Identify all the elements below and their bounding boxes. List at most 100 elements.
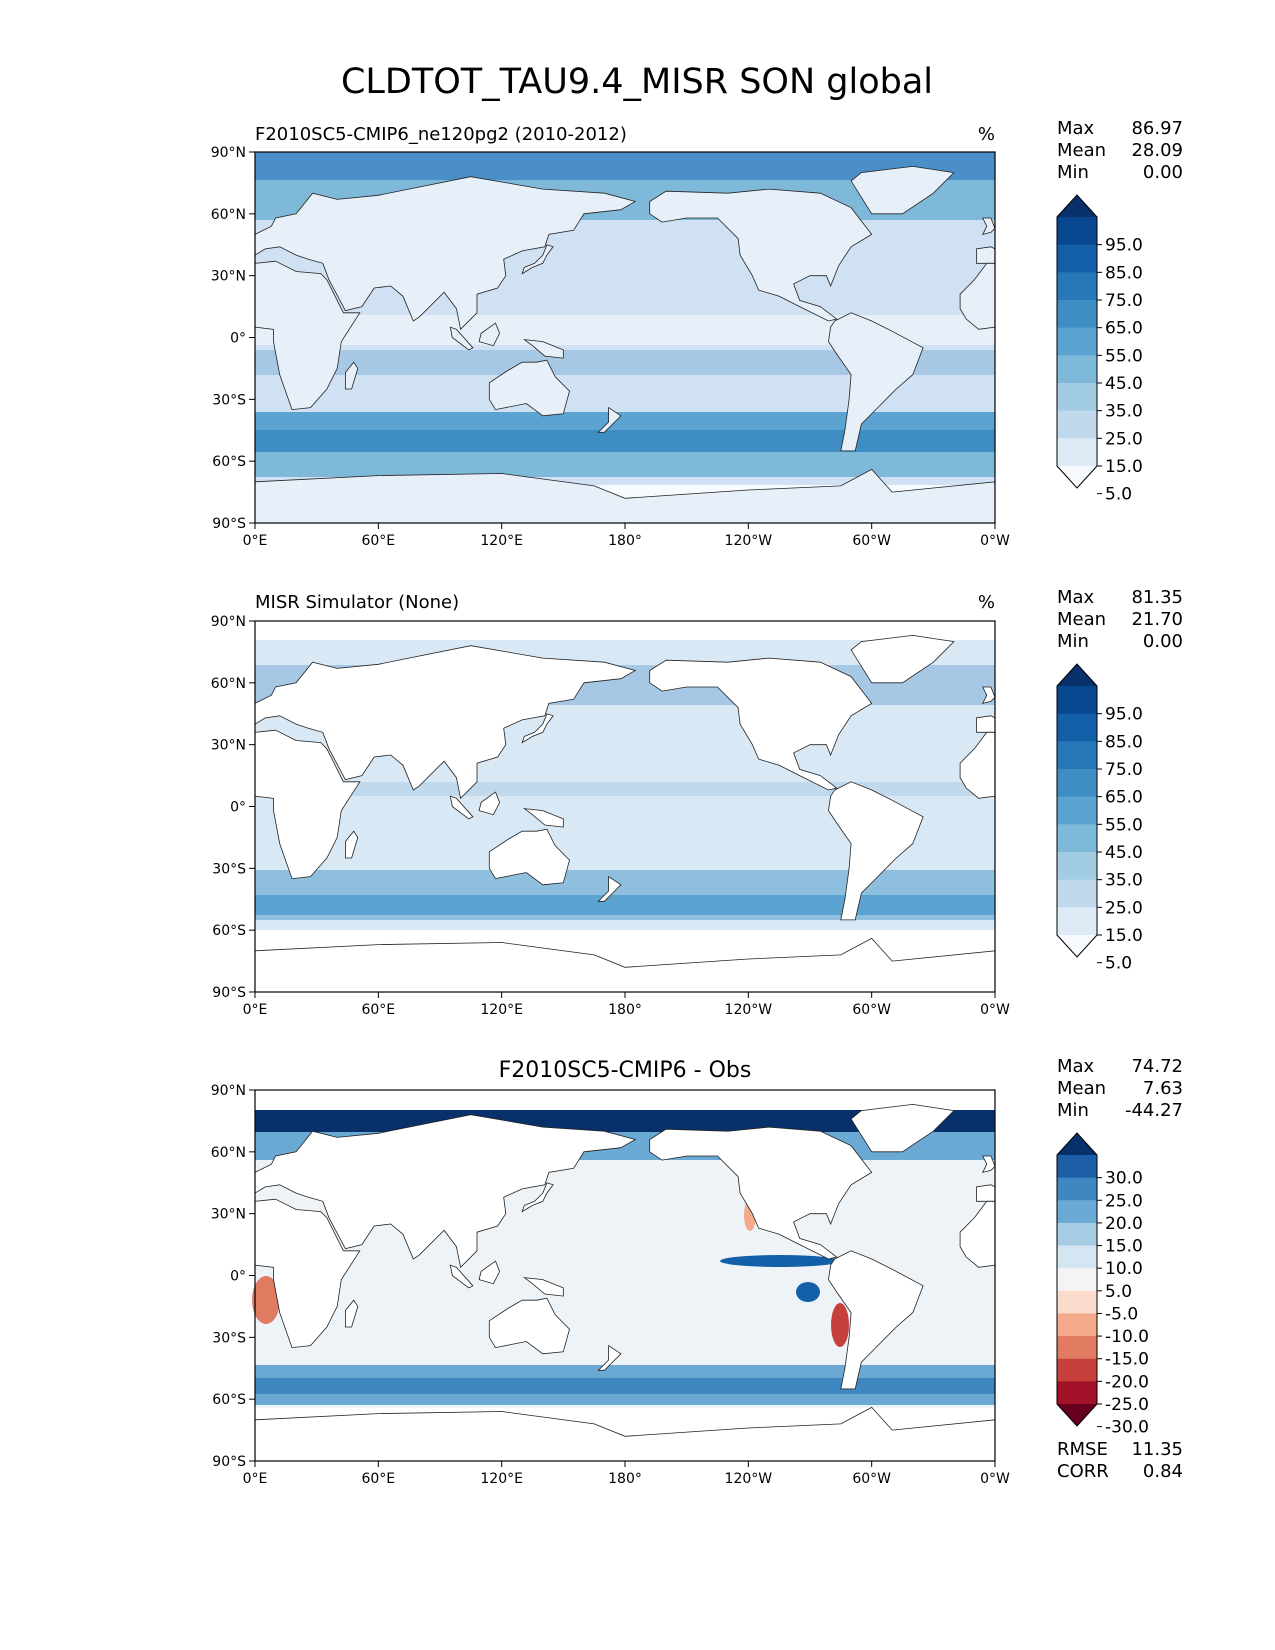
colorbar-label: 85.0 [1105, 263, 1143, 283]
colorbar-segment [1057, 383, 1097, 412]
stat-label: Mean [1057, 1078, 1106, 1099]
lon-tick-label: 0°W [980, 1471, 1010, 1487]
land-north-america [649, 1126, 873, 1260]
land-masses [254, 634, 996, 993]
equatorial-band [255, 782, 995, 796]
colorbar-segment [1057, 1290, 1097, 1314]
land-uk [981, 686, 996, 704]
longitude-axis: 0°E 60°E 120°E 180° 120°W 60°W 0°W [243, 523, 1010, 549]
longitude-axis: 0°E 60°E 120°E 180° 120°W 60°W 0°W [243, 1461, 1010, 1487]
colorbar-label: 25.0 [1105, 898, 1143, 918]
stat-value: 86.97 [1131, 118, 1183, 139]
land-greenland [850, 165, 955, 215]
colorbar-label: 85.0 [1105, 732, 1143, 752]
colorbar-label: 35.0 [1105, 871, 1143, 891]
land-new-guinea [522, 339, 564, 359]
lon-tick-label: 180° [608, 1002, 642, 1018]
colorbar-segment [1057, 769, 1097, 798]
lat-tick-label: 0° [230, 331, 246, 347]
southern-ocean-band [255, 452, 995, 477]
colorbar-label: -20.0 [1105, 1372, 1149, 1392]
colorbar-label: 5.0 [1105, 954, 1132, 974]
land-africa [254, 1198, 361, 1349]
colorbar-label: -25.0 [1105, 1395, 1149, 1415]
lat-tick-label: 30°S [212, 392, 246, 408]
land-south-america [828, 781, 924, 921]
metrics-block: RMSE 11.35 CORR 0.84 [1057, 1439, 1183, 1482]
colorbar-extend-bottom [1057, 466, 1097, 488]
south-positive-core [255, 1378, 995, 1394]
panel-reference: MISR Simulator (None) % 90°N 60°N 30°N 0° 30… [211, 587, 1183, 1018]
lat-tick-label: 30°S [212, 861, 246, 877]
colorbar-label: 45.0 [1105, 374, 1143, 394]
lat-tick-label: 60°S [212, 1392, 246, 1408]
lon-tick-label: 60°W [852, 533, 891, 549]
colorbar-segment [1057, 1313, 1097, 1337]
colorbar-label: -15.0 [1105, 1350, 1149, 1370]
land-greenland [850, 634, 955, 684]
land-north-america [649, 188, 873, 322]
lon-tick-label: 120°W [725, 1471, 773, 1487]
land-borneo [478, 791, 501, 816]
land-europe-asia [254, 1114, 637, 1269]
land-new-guinea [522, 808, 564, 828]
colorbar-segment [1057, 327, 1097, 356]
lat-tick-label: 0° [230, 800, 246, 816]
land-masses [254, 165, 996, 524]
stat-label: Max [1057, 1056, 1095, 1077]
colorbar-segment [1057, 1336, 1097, 1360]
colorbar-segment [1057, 244, 1097, 273]
land-japan [521, 713, 554, 744]
stats-block: Max 86.97 Mean 28.09 Min 0.00 [1057, 118, 1183, 183]
lat-tick-label: 0° [230, 1269, 246, 1285]
lon-tick-label: 120°W [725, 1002, 773, 1018]
colorbar-label: 15.0 [1105, 926, 1143, 946]
colorbar-segment [1057, 438, 1097, 467]
colorbar-label: 25.0 [1105, 429, 1143, 449]
longitude-axis: 0°E 60°E 120°E 180° 120°W 60°W 0°W [243, 992, 1010, 1018]
stat-value: 28.09 [1131, 140, 1183, 161]
colorbar-label: 15.0 [1105, 1237, 1143, 1257]
latitude-axis: 90°N 60°N 30°N 0° 30°S 60°S 90°S [211, 614, 255, 1001]
south-storm-core [255, 430, 995, 452]
land-australia [488, 1297, 570, 1355]
lat-tick-label: 30°S [212, 1330, 246, 1346]
stat-label: Min [1057, 162, 1089, 183]
metric-label: CORR [1057, 1461, 1109, 1482]
colorbar-label: 75.0 [1105, 760, 1143, 780]
colorbar-extend-bottom [1057, 1404, 1097, 1426]
stat-value: 7.63 [1143, 1078, 1183, 1099]
lon-tick-label: 60°W [852, 1002, 891, 1018]
colorbar: 95.0 85.0 75.0 65.0 55.0 45.0 35.0 25.0 15.0 5.0 [1056, 663, 1143, 974]
stat-value: 74.72 [1131, 1056, 1183, 1077]
lat-tick-label: 30°N [211, 738, 246, 754]
lon-tick-label: 0°E [243, 533, 268, 549]
land-australia [488, 359, 570, 417]
land-borneo [478, 322, 501, 347]
stat-label: Max [1057, 118, 1095, 139]
colorbar-segment [1057, 824, 1097, 853]
land-south-america [828, 1250, 924, 1390]
colorbar-segment [1057, 1268, 1097, 1292]
land-north-america [649, 657, 873, 791]
land-australia [488, 828, 570, 886]
land-europe-asia [254, 176, 637, 331]
panel-units: % [978, 592, 995, 613]
colorbar-label: 10.0 [1105, 1259, 1143, 1279]
colorbar-label: -10.0 [1105, 1327, 1149, 1347]
panel-test: F2010SC5-CMIP6_ne120pg2 (2010-2012) % 90… [211, 118, 1183, 549]
colorbar: 30.025.0 20.0 15.010.0 5.0-5.0 -10.0 -15.0-20… [1056, 1132, 1149, 1438]
colorbar-segment [1057, 217, 1097, 246]
stat-label: Mean [1057, 609, 1106, 630]
lon-tick-label: 120°E [480, 533, 523, 549]
land-new-zealand [597, 406, 622, 433]
colorbar-segment [1057, 300, 1097, 329]
colorbar: 95.0 85.0 75.0 65.0 55.0 45.0 35.0 25.0 15.0 5.0 [1056, 194, 1143, 505]
land-sumatra [449, 795, 474, 820]
colorbar-segment [1057, 1200, 1097, 1224]
land-uk [981, 1155, 996, 1173]
colorbar-segment [1057, 272, 1097, 301]
land-japan [521, 244, 554, 275]
stat-value: 81.35 [1131, 587, 1183, 608]
land-south-america [828, 312, 924, 452]
